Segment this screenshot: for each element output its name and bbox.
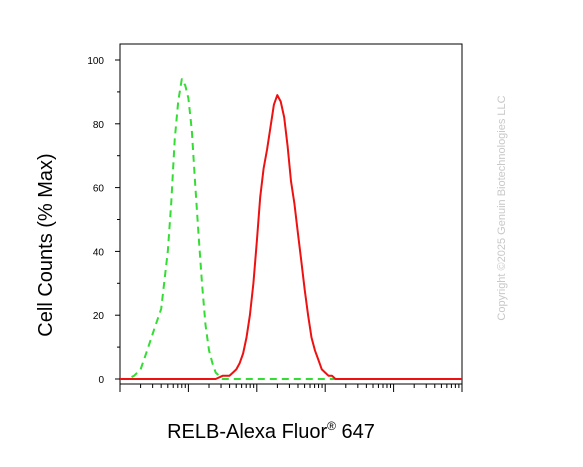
plot-frame (119, 43, 463, 385)
x-axis-title-main: RELB-Alexa Fluor (167, 421, 327, 443)
copyright-watermark: Copyright ©2025 Genuin Biotechnologies L… (496, 95, 508, 320)
x-axis-title-superscript: ® (327, 419, 336, 433)
y-tick-label: 80 (93, 120, 105, 131)
x-axis-title-suffix: 647 (336, 421, 375, 443)
y-tick-label: 40 (93, 247, 105, 258)
x-axis (119, 384, 463, 392)
series-line-2 (120, 94, 462, 380)
y-tick-label: 60 (93, 184, 105, 195)
series-layer (120, 78, 462, 380)
y-tick-label: 100 (87, 56, 104, 67)
y-tick-label: 20 (93, 311, 105, 322)
y-axis-title: Cell Counts (% Max) (35, 153, 57, 336)
x-axis-title: RELB-Alexa Fluor® 647 (167, 419, 375, 443)
series-line-1 (120, 78, 462, 380)
y-axis: 0 20 40 60 80 100 (87, 56, 120, 386)
y-tick-label: 0 (98, 375, 104, 386)
